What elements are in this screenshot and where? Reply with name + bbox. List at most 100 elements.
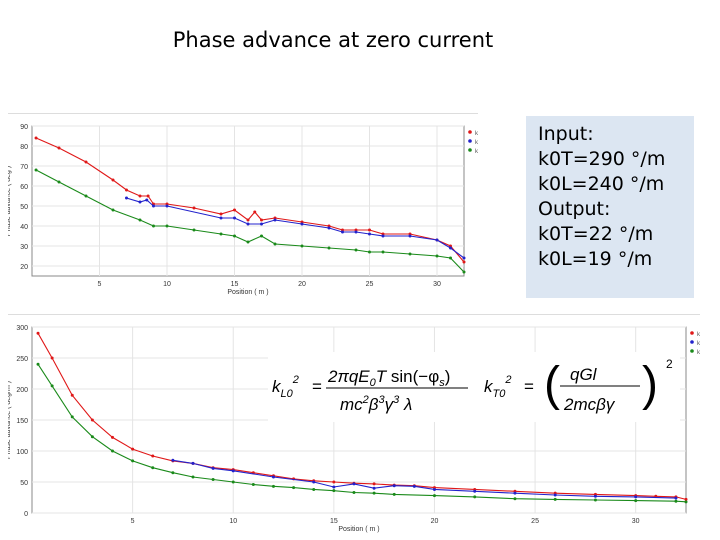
data-point-blue (171, 458, 175, 462)
data-point-blue (473, 489, 477, 493)
data-point-blue (165, 204, 169, 208)
y-tick-label: 20 (20, 264, 28, 271)
data-point-green (246, 240, 250, 244)
data-point-green (192, 228, 196, 232)
data-point-blue (381, 234, 385, 238)
data-point-blue (332, 485, 336, 489)
data-point-red (368, 228, 371, 232)
data-point-red (253, 210, 257, 214)
data-point-green (674, 499, 678, 503)
y-tick-label: 0 (24, 511, 28, 518)
legend-label: kz1 (475, 149, 478, 155)
series-line-blue (172, 459, 676, 499)
data-point-green (354, 248, 358, 252)
data-point-red (84, 160, 88, 164)
plot-area (31, 125, 465, 277)
x-axis-label: Position ( m ) (338, 526, 379, 533)
y-tick-label: 50 (20, 204, 28, 211)
data-point-red (462, 260, 466, 264)
data-point-green (300, 244, 304, 248)
svg-text:): ) (642, 358, 658, 411)
data-point-red (110, 435, 114, 439)
data-point-blue (368, 232, 371, 236)
x-tick-label: 20 (298, 281, 306, 288)
data-point-blue (138, 200, 142, 204)
data-point-blue (125, 196, 128, 200)
data-point-green (211, 478, 215, 482)
data-point-blue (354, 230, 358, 234)
data-point-blue (312, 480, 316, 484)
legend-marker (690, 331, 694, 335)
data-point-green (90, 435, 94, 439)
svg-text:=: = (524, 377, 534, 396)
svg-text:qGl: qGl (570, 365, 598, 384)
y-axis-label: Phase advance ( deg ) (8, 166, 12, 236)
data-point-green (57, 180, 61, 184)
legend-label: kx (697, 332, 700, 338)
legend-label: ky1 (475, 140, 478, 146)
data-point-blue (593, 494, 597, 498)
y-tick-label: 300 (16, 325, 28, 332)
data-point-green (36, 362, 40, 366)
data-point-green (219, 232, 223, 236)
data-point-blue (219, 216, 223, 220)
chart-phase-advance-deg-per-m: 5 10 15 20 25 30 0 50 100 150 200 250 300 Position ( … (5, 314, 703, 533)
x-axis-label: Position ( m ) (227, 289, 268, 296)
data-point-red (684, 497, 688, 501)
y-tick-label: 60 (20, 184, 28, 191)
data-point-green (151, 466, 155, 470)
data-point-blue (553, 493, 557, 497)
data-point-green (684, 500, 688, 504)
data-point-red (332, 480, 336, 484)
y-tick-label: 150 (16, 418, 28, 425)
y-tick-label: 70 (20, 164, 28, 171)
data-point-blue (271, 475, 275, 479)
y-tick-label: 90 (20, 124, 28, 131)
data-point-red (34, 136, 38, 140)
data-point-blue (674, 496, 678, 500)
data-point-red (138, 194, 142, 198)
formula-kT0-lhs: kT02 (484, 374, 511, 400)
y-tick-label: 100 (16, 449, 28, 456)
legend-marker (690, 349, 694, 353)
legend-marker (468, 139, 472, 143)
legend-marker (468, 130, 472, 134)
data-point-green (260, 234, 263, 238)
svg-text:2: 2 (666, 357, 673, 371)
data-point-green (332, 489, 336, 493)
data-point-green (593, 498, 597, 502)
data-point-red (125, 188, 128, 192)
info-line: k0L=240 °/m (538, 173, 665, 195)
x-tick-label: 20 (431, 518, 439, 525)
data-point-green (327, 246, 331, 250)
data-point-green (634, 499, 638, 503)
x-tick-label: 5 (131, 518, 135, 525)
data-point-blue (449, 246, 452, 250)
chart-1-svg: 5 10 15 20 25 30 20 30 40 50 60 70 80 90 Position ( m … (5, 124, 485, 296)
info-line: Input: (538, 123, 594, 145)
data-point-red (57, 146, 61, 150)
x-tick-label: 10 (229, 518, 237, 525)
data-point-red (219, 212, 223, 216)
slide-title: Phase advance at zero current (172, 28, 494, 52)
data-point-red (192, 206, 196, 210)
data-point-green (70, 415, 74, 419)
legend-label: kz (697, 350, 700, 356)
data-point-blue (408, 234, 412, 238)
series-line-red (35, 137, 465, 263)
info-line: Output: (538, 198, 611, 220)
data-point-green (462, 270, 466, 274)
data-point-blue (152, 204, 155, 208)
data-point-green (473, 495, 477, 499)
data-point-blue (462, 256, 466, 260)
data-point-green (165, 224, 169, 228)
data-point-green (50, 384, 54, 388)
data-point-blue (191, 461, 195, 465)
formula-svg: kL02 = 2πqE0T sin(−φs) mc2β3γ3 λ kT02 = … (272, 357, 673, 414)
data-point-blue (145, 198, 149, 202)
data-point-green (84, 194, 88, 198)
x-tick-label: 10 (163, 281, 171, 288)
y-tick-label: 200 (16, 387, 28, 394)
data-point-green (273, 242, 277, 246)
